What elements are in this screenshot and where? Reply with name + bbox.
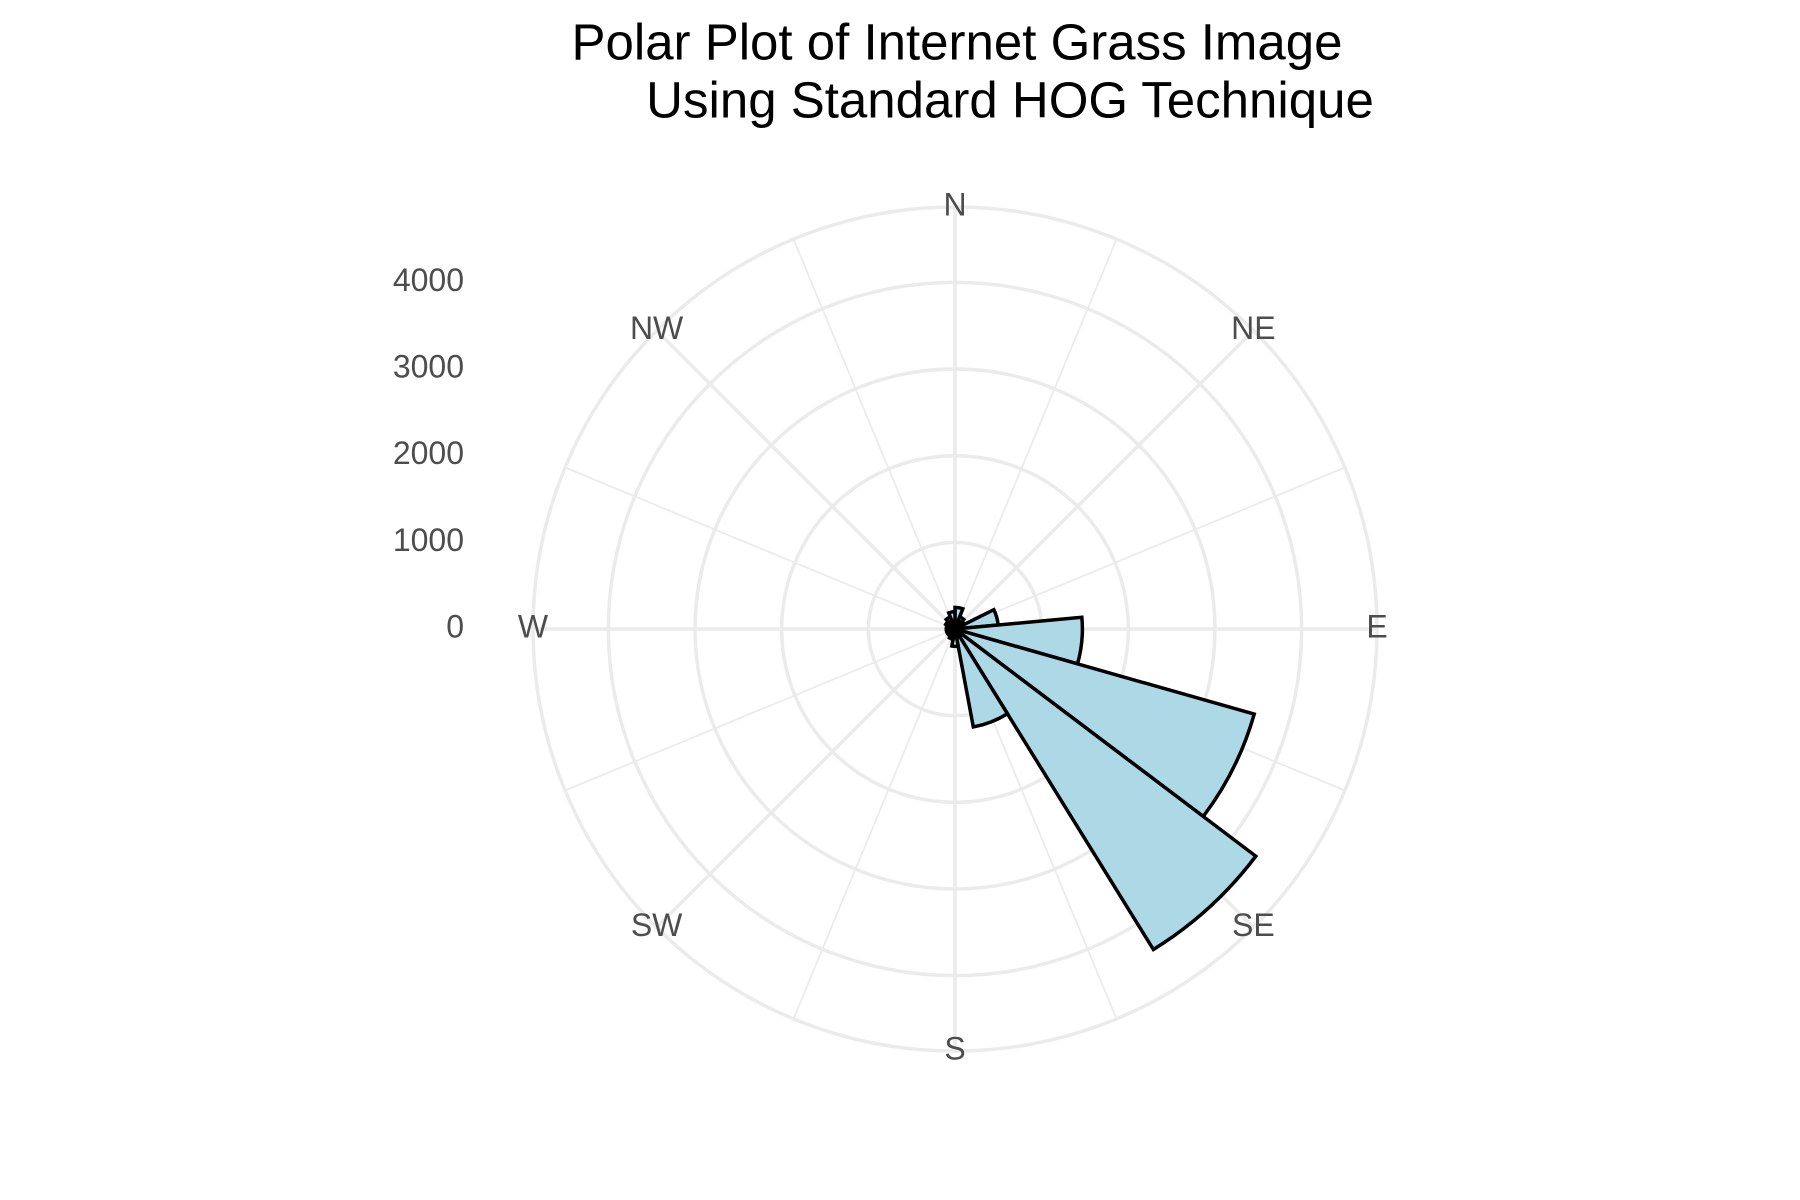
bar — [946, 609, 957, 630]
minor-spoke — [954, 466, 1346, 630]
x-tick-label: N — [943, 186, 966, 222]
bar — [953, 628, 1010, 729]
y-tick-label: 0 — [446, 608, 464, 644]
x-tick-label: NW — [630, 310, 684, 346]
x-tick-label: SE — [1232, 907, 1275, 943]
y-tick-label: 4000 — [393, 262, 464, 298]
minor-spoke — [564, 466, 956, 630]
y-tick-label: 3000 — [393, 348, 464, 384]
minor-spoke — [564, 628, 956, 792]
x-tick-label: NE — [1231, 310, 1275, 346]
major-spoke — [655, 627, 957, 929]
major-spoke — [655, 329, 957, 631]
x-tick-label: E — [1366, 608, 1387, 644]
minor-spoke — [792, 628, 956, 1020]
chart-title: Polar Plot of Internet Grass Image — [571, 13, 1342, 70]
minor-spoke — [954, 238, 1118, 630]
major-spoke — [953, 329, 1255, 631]
y-tick-label: 2000 — [393, 435, 464, 471]
x-tick-label: S — [944, 1030, 965, 1066]
chart-subtitle: Using Standard HOG Technique — [646, 71, 1374, 128]
y-tick-label: 1000 — [393, 522, 464, 558]
bar — [953, 627, 1259, 952]
minor-spoke — [792, 238, 956, 630]
x-tick-label: SW — [631, 907, 683, 943]
x-tick-label: W — [518, 608, 549, 644]
